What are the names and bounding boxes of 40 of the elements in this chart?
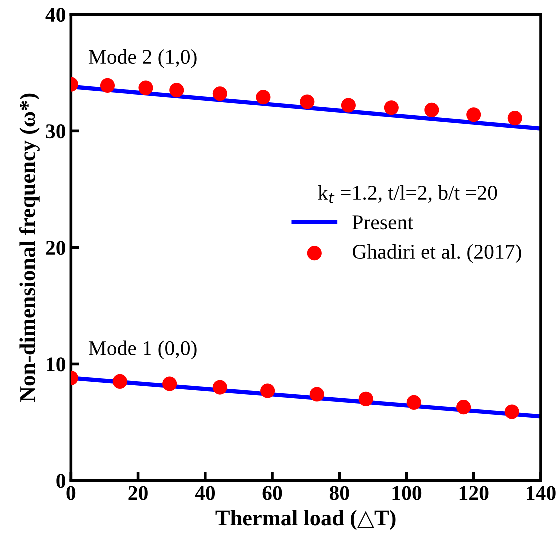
point xyxy=(384,100,399,116)
point xyxy=(424,102,440,118)
x-axis-title: Thermal load (△T) xyxy=(216,510,396,530)
y-tick-label: 40 xyxy=(46,8,66,22)
y-tick-label: 0 xyxy=(56,474,66,488)
x-tick-label: 0 xyxy=(66,486,76,500)
point xyxy=(100,78,116,93)
annotation: Mode 1 (0,0) xyxy=(88,340,197,360)
point xyxy=(170,83,184,98)
point xyxy=(504,404,520,420)
x-tick-label: 100 xyxy=(392,486,422,500)
legend-label: Ghadiri et al. (2017) xyxy=(353,244,522,264)
x-tick-label: 140 xyxy=(527,486,556,500)
point xyxy=(138,80,154,96)
y-tick-label: 20 xyxy=(46,241,66,256)
point xyxy=(212,86,228,102)
point xyxy=(162,376,178,392)
legend-title: k$_{t}$ =1.2, t/l=2, b/t =20 xyxy=(318,185,498,204)
point xyxy=(466,108,482,122)
point xyxy=(508,111,522,126)
point xyxy=(112,374,128,389)
x-tick-label: 40 xyxy=(195,486,216,500)
y-tick-label: 10 xyxy=(47,358,66,372)
point xyxy=(406,395,422,410)
y-axis-title: Non-dimensional frequency (ω*) xyxy=(19,94,40,402)
y-tick-label: 30 xyxy=(46,124,66,139)
point xyxy=(256,90,271,105)
x-tick-label: 60 xyxy=(262,486,282,500)
point xyxy=(300,94,315,110)
point xyxy=(358,392,374,406)
point xyxy=(310,387,324,402)
point xyxy=(456,400,472,415)
point xyxy=(212,380,228,395)
point xyxy=(260,384,276,398)
annotation: Mode 2 (1,0) xyxy=(88,49,197,68)
x-tick-label: 80 xyxy=(330,486,350,500)
legend-label: Present xyxy=(352,216,414,230)
point xyxy=(341,98,356,113)
x-tick-label: 20 xyxy=(128,486,148,500)
x-tick-label: 120 xyxy=(460,486,489,500)
